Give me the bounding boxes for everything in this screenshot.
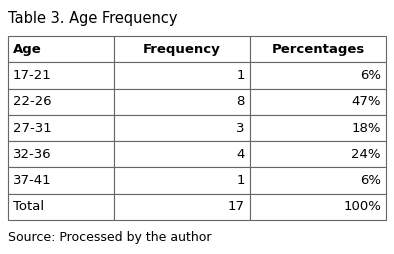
- Text: 17: 17: [228, 200, 245, 213]
- Bar: [250, 89, 386, 115]
- Text: 8: 8: [236, 95, 245, 108]
- Bar: [8, 115, 114, 141]
- Bar: [250, 62, 386, 89]
- Text: 1: 1: [236, 174, 245, 187]
- Text: 18%: 18%: [351, 121, 381, 135]
- Bar: [114, 89, 250, 115]
- Text: 6%: 6%: [360, 174, 381, 187]
- Bar: [114, 36, 250, 62]
- Text: 37-41: 37-41: [13, 174, 52, 187]
- Text: 24%: 24%: [351, 148, 381, 161]
- Bar: [250, 36, 386, 62]
- Bar: [114, 62, 250, 89]
- Text: Total: Total: [13, 200, 44, 213]
- Text: 100%: 100%: [343, 200, 381, 213]
- Bar: [114, 141, 250, 167]
- Text: Age: Age: [13, 43, 42, 56]
- Bar: [250, 141, 386, 167]
- Text: 1: 1: [236, 69, 245, 82]
- Text: 4: 4: [236, 148, 245, 161]
- Text: 32-36: 32-36: [13, 148, 52, 161]
- Text: 3: 3: [236, 121, 245, 135]
- Text: Source: Processed by the author: Source: Processed by the author: [8, 231, 212, 244]
- Bar: [114, 167, 250, 194]
- Text: 22-26: 22-26: [13, 95, 52, 108]
- Bar: [8, 36, 114, 62]
- Bar: [8, 194, 114, 220]
- Text: 6%: 6%: [360, 69, 381, 82]
- Text: Percentages: Percentages: [271, 43, 364, 56]
- Text: Table 3. Age Frequency: Table 3. Age Frequency: [8, 10, 178, 25]
- Text: 17-21: 17-21: [13, 69, 52, 82]
- Bar: [8, 62, 114, 89]
- Bar: [250, 115, 386, 141]
- Text: 27-31: 27-31: [13, 121, 52, 135]
- Text: 47%: 47%: [351, 95, 381, 108]
- Bar: [8, 167, 114, 194]
- Bar: [250, 194, 386, 220]
- Text: Frequency: Frequency: [143, 43, 221, 56]
- Bar: [8, 89, 114, 115]
- Bar: [8, 141, 114, 167]
- Bar: [114, 115, 250, 141]
- Bar: [114, 194, 250, 220]
- Bar: [250, 167, 386, 194]
